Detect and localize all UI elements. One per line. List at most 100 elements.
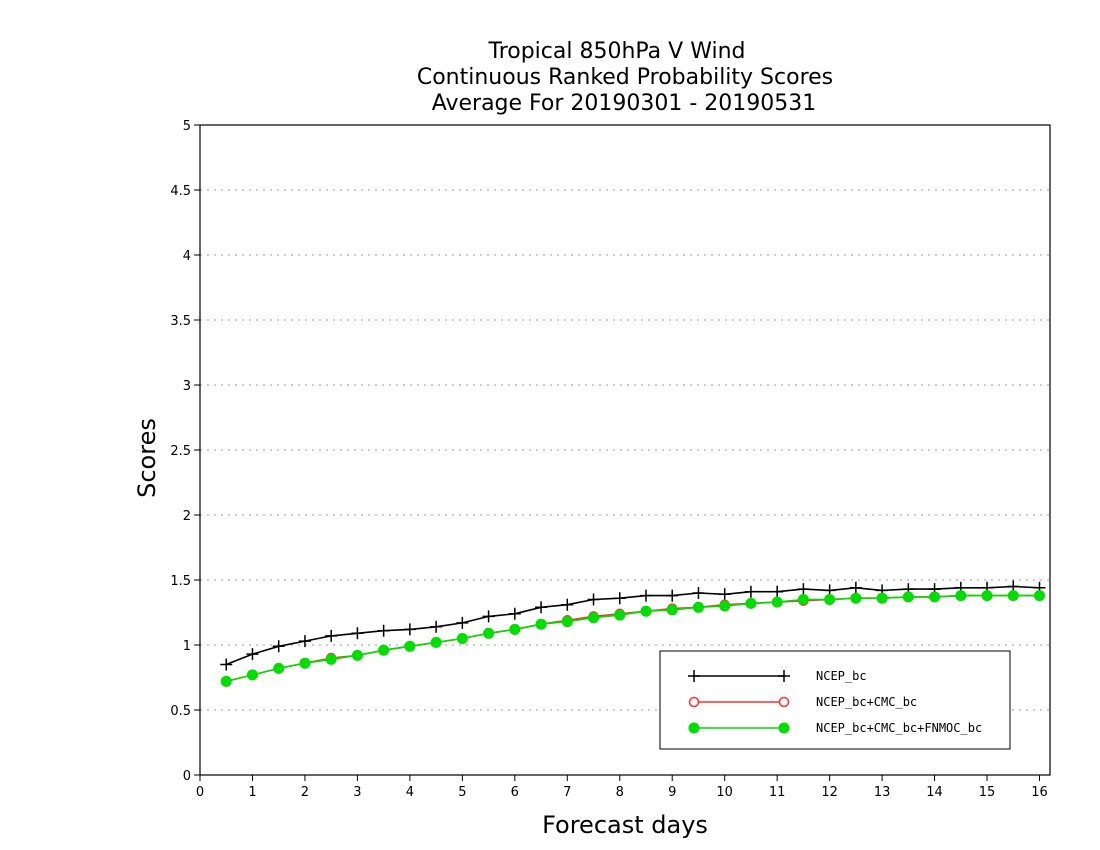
x-tick-label: 5 (458, 785, 466, 800)
data-point (824, 594, 836, 605)
data-point (430, 620, 443, 633)
legend-label: NCEP_bc+CMC_bc+FNMOC_bc (816, 721, 982, 735)
x-tick-label: 12 (821, 785, 838, 800)
data-point (771, 585, 784, 598)
data-point (220, 675, 232, 687)
y-tick-label: 0.5 (170, 704, 191, 719)
data-point (692, 601, 704, 613)
data-point (299, 657, 311, 669)
series-layer (220, 580, 1046, 687)
x-tick-label: 4 (406, 785, 414, 800)
legend-marker (778, 670, 790, 682)
data-point (849, 581, 862, 594)
legend-label: NCEP_bc+CMC_bc (816, 695, 917, 709)
x-tick-label: 13 (874, 785, 891, 800)
legend-marker (688, 722, 700, 734)
y-tick-label: 2.5 (170, 444, 191, 459)
data-point (246, 648, 259, 661)
y-tick-label: 1 (183, 639, 191, 654)
data-point (351, 627, 364, 640)
x-tick-label: 14 (926, 785, 943, 800)
data-point (614, 609, 626, 621)
data-point (745, 597, 757, 609)
chart-title: Tropical 850hPa V Wind Continuous Ranked… (417, 39, 833, 116)
legend-marker (778, 696, 790, 708)
data-point (456, 616, 469, 629)
data-point (718, 588, 731, 601)
data-point (273, 662, 285, 674)
data-point (482, 610, 495, 623)
data-point (850, 592, 862, 604)
data-point (272, 640, 285, 653)
y-tick-label: 5 (183, 119, 191, 134)
y-tick-label: 0 (183, 769, 191, 784)
x-tick-label: 2 (301, 785, 309, 800)
title-line-2: Continuous Ranked Probability Scores (417, 65, 833, 90)
data-point (613, 592, 626, 605)
data-point (220, 658, 233, 671)
data-point (639, 589, 652, 602)
data-point (298, 635, 311, 648)
data-point (535, 601, 548, 614)
data-point (377, 624, 390, 637)
x-tick-label: 16 (1031, 785, 1048, 800)
data-point (508, 607, 521, 620)
data-point (561, 616, 573, 628)
y-tick-label: 2 (183, 509, 191, 524)
x-axis-label: Forecast days (542, 811, 708, 839)
data-point (587, 593, 600, 606)
x-tick-label: 3 (353, 785, 361, 800)
y-axis-label: Scores (133, 418, 161, 498)
data-point (929, 591, 941, 603)
x-tick-label: 6 (511, 785, 519, 800)
x-tick-label: 1 (248, 785, 256, 800)
data-point (456, 633, 468, 644)
plot-frame (199, 124, 1051, 776)
y-tick-label: 4 (183, 249, 191, 264)
legend: NCEP_bc NCEP_bc+CMC_bc NCEP_bc+CMC_bc+FNMO… (659, 650, 1011, 750)
data-point (325, 653, 337, 665)
legend-entry: NCEP_bc+CMC_bc+FNMOC_bc (688, 721, 982, 735)
legend-box (659, 650, 1011, 750)
legend-marker (778, 722, 790, 734)
data-point (483, 627, 495, 639)
data-point (955, 590, 967, 602)
data-point (430, 636, 442, 648)
data-point (666, 604, 678, 616)
x-tick-label: 15 (979, 785, 996, 800)
data-point (744, 585, 757, 598)
y-tick-label: 3.5 (170, 314, 191, 329)
data-point (902, 591, 914, 603)
data-point (561, 598, 574, 611)
data-point (797, 594, 809, 605)
legend-label: NCEP_bc (816, 669, 867, 683)
x-tick-label: 8 (616, 785, 624, 800)
title-line-1: Tropical 850hPa V Wind (487, 39, 745, 64)
data-point (588, 612, 600, 624)
legend-entry: NCEP_bc (688, 669, 867, 683)
title-line-3: Average For 20190301 - 20190531 (432, 91, 817, 116)
x-tick-label: 9 (668, 785, 676, 800)
legend-marker (688, 670, 700, 682)
legend-entry: NCEP_bc+CMC_bc (688, 695, 917, 709)
data-point (351, 649, 363, 661)
series-2 (220, 590, 1046, 687)
data-point (719, 600, 731, 612)
data-point (666, 589, 679, 602)
data-point (640, 605, 652, 617)
data-point (509, 623, 521, 635)
y-tick-label: 1.5 (170, 574, 191, 589)
data-point (378, 644, 390, 656)
data-point (981, 590, 993, 602)
x-tick-label: 0 (196, 785, 204, 800)
data-point (403, 623, 416, 636)
data-point (404, 640, 416, 652)
y-tick-label: 3 (183, 379, 191, 394)
grid (200, 189, 1050, 711)
data-point (1007, 590, 1019, 602)
data-point (1034, 590, 1046, 602)
y-tick-label: 4.5 (170, 184, 191, 199)
data-point (771, 596, 783, 608)
data-point (325, 629, 338, 642)
